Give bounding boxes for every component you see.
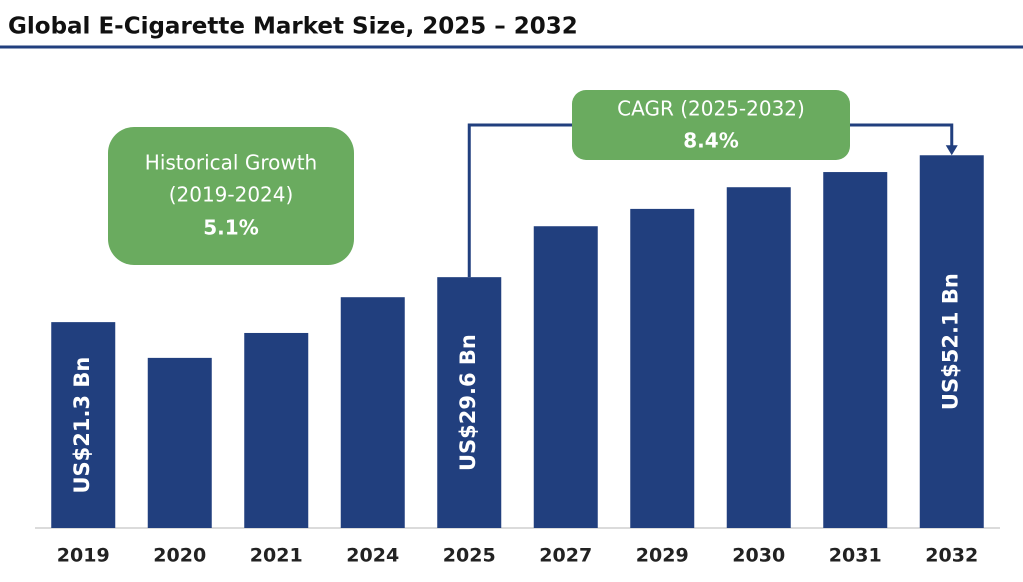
x-tick-label: 2019 — [57, 545, 110, 567]
x-tick-label: 2031 — [829, 545, 882, 567]
bar — [919, 155, 984, 529]
x-tick-label: 2032 — [925, 545, 978, 567]
annotation: (2019-2024) — [169, 183, 294, 207]
annotation: CAGR (2025-2032) — [617, 97, 805, 121]
bar — [340, 297, 405, 528]
x-tick-label: 2020 — [153, 545, 206, 567]
bar — [147, 357, 212, 528]
arrow-head — [945, 145, 958, 156]
bar — [533, 226, 598, 528]
value-label: US$29.6 Bn — [456, 334, 480, 471]
annotation: Historical Growth — [145, 151, 317, 175]
x-tick-label: 2021 — [250, 545, 303, 567]
bar — [726, 187, 791, 528]
annotation: 5.1% — [203, 216, 258, 240]
x-tick-label: 2029 — [636, 545, 689, 567]
bar — [630, 208, 695, 528]
value-label: US$52.1 Bn — [939, 273, 963, 410]
historical-box — [108, 127, 354, 265]
cagr-box — [572, 90, 850, 160]
value-label: US$21.3 Bn — [70, 357, 94, 494]
bar — [823, 172, 888, 528]
x-tick-label: 2024 — [346, 545, 399, 567]
annotation: 8.4% — [683, 129, 738, 153]
x-tick-label: 2030 — [732, 545, 785, 567]
chart-title: Global E-Cigarette Market Size, 2025 – 2… — [8, 14, 578, 40]
bar — [51, 322, 116, 528]
x-tick-label: 2027 — [539, 545, 592, 567]
x-tick-label: 2025 — [443, 545, 496, 567]
bar — [244, 332, 309, 528]
bar — [437, 277, 502, 528]
